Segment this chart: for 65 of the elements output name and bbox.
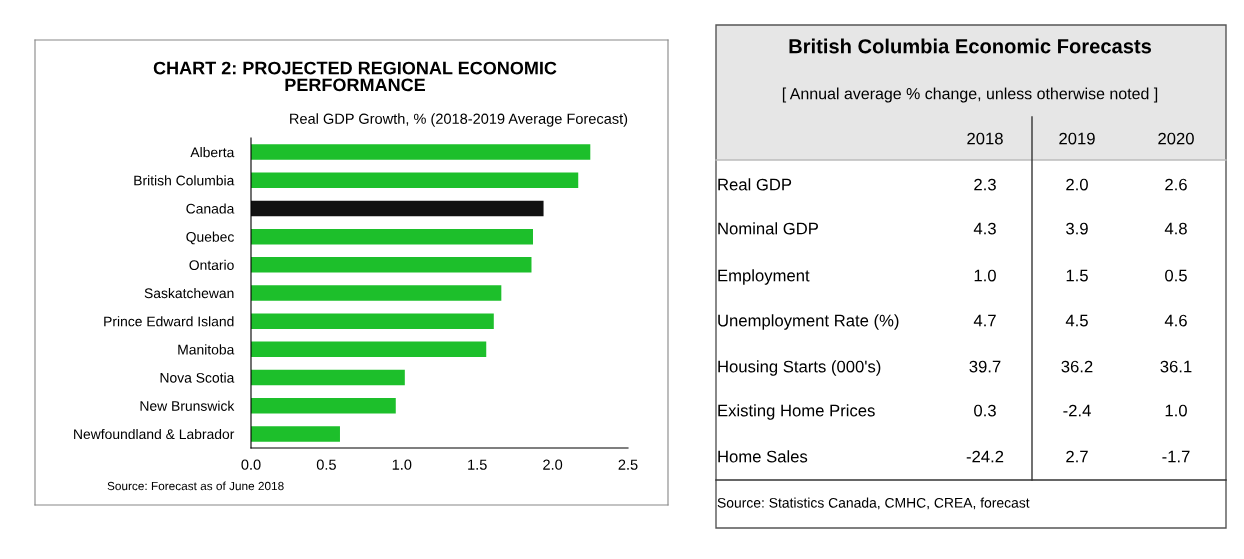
y-tick-label: Nova Scotia (160, 372, 235, 383)
data-label: 2.3 (974, 178, 996, 191)
bar (251, 285, 502, 301)
y-tick-label: Alberta (190, 147, 235, 158)
data-label: 36.1 (1160, 360, 1192, 373)
text: [ Annual average % change, unless otherwise noted ] (782, 87, 1158, 103)
y-tick-label: Manitoba (178, 344, 235, 355)
y-tick-label: Saskatchewan (144, 287, 234, 299)
data-label: 4.8 (1164, 222, 1187, 235)
x-tick-label: 0.5 (316, 459, 336, 470)
data-label: 4.5 (1065, 314, 1088, 327)
data-label: -1.7 (1162, 450, 1190, 463)
x-tick-label: 1.5 (468, 459, 487, 470)
source-note: Source: Statistics Canada, CMHC, CREA, forecast (717, 497, 1030, 510)
data-label: -2.4 (1063, 404, 1091, 417)
category-label: Home Sales (718, 450, 808, 463)
y-tick-label: British Columbia (134, 175, 235, 186)
category-label: Real GDP (718, 178, 792, 191)
x-tick-label: 0.0 (241, 459, 261, 470)
y-tick-label: Canada (186, 203, 235, 214)
bar (251, 257, 532, 273)
data-label: 39.7 (969, 360, 1001, 373)
bar (251, 369, 405, 386)
data-label: 1.0 (1165, 404, 1187, 417)
text: 2019 (1059, 132, 1095, 145)
bar (251, 228, 533, 245)
chart-subtitle: Real GDP Growth, % (2018-2019 Average Forecast) (290, 113, 628, 127)
data-label: 1.5 (1066, 269, 1088, 282)
category-label: Nominal GDP (718, 222, 818, 235)
bar (251, 200, 544, 217)
category-label: Employment (718, 269, 810, 285)
x-tick-label: 2.5 (618, 459, 638, 470)
category-label: Housing Starts (000's) (718, 360, 881, 376)
bar (251, 341, 487, 358)
y-tick-label: New Brunswick (140, 400, 235, 411)
data-label: 0.3 (974, 404, 996, 417)
bar (251, 172, 579, 189)
bar (251, 144, 591, 160)
category-label: Unemployment Rate (%) (718, 314, 899, 330)
text: 2018 (967, 132, 1003, 145)
data-label: 4.7 (973, 314, 996, 327)
data-label: 1.0 (974, 269, 996, 282)
data-label: 4.6 (1164, 314, 1187, 327)
data-label: 2.6 (1165, 178, 1187, 191)
data-label: 36.2 (1061, 360, 1093, 373)
text: 2020 (1158, 132, 1194, 145)
data-label: 0.5 (1165, 269, 1187, 282)
data-label: 3.9 (1066, 222, 1088, 235)
data-label: 2.0 (1066, 178, 1088, 191)
bar (251, 397, 396, 414)
chart-title: CHART 2: PROJECTED REGIONAL ECONOMIC PERFORMANCE (153, 61, 557, 92)
bar (251, 426, 340, 442)
x-tick-label: 2.0 (543, 459, 563, 470)
x-tick-label: 1.0 (392, 459, 412, 470)
category-label: Existing Home Prices (718, 404, 875, 420)
y-tick-label: Quebec (186, 231, 234, 245)
data-label: 2.7 (1066, 450, 1088, 463)
y-tick-label: Prince Edward Island (104, 316, 234, 327)
data-label: 4.3 (973, 222, 996, 235)
bar (251, 313, 494, 329)
data-label: -24.2 (966, 450, 1004, 463)
y-tick-label: Ontario (189, 259, 234, 270)
source-note: Source: Forecast as of June 2018 (107, 481, 284, 491)
text: British Columbia Economic Forecasts (789, 38, 1152, 54)
y-tick-label: Newfoundland & Labrador (74, 428, 235, 440)
